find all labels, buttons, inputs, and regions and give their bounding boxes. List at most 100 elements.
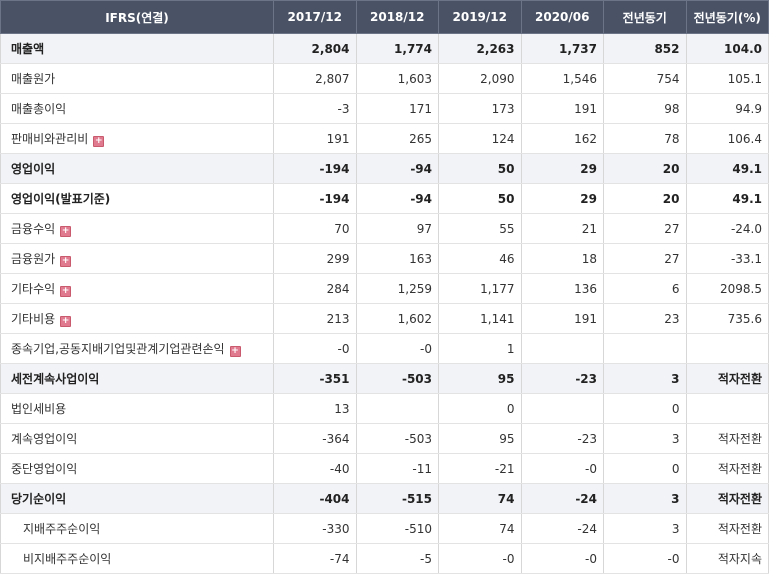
value-cell: 70 [273,213,357,244]
value-cell: 13 [273,393,357,424]
value-cell: 74 [438,483,522,514]
value-cell: 적자지속 [686,543,769,574]
value-cell: -0 [521,453,604,484]
value-cell: 299 [273,243,357,274]
value-cell: 55 [438,213,522,244]
value-cell: 213 [273,303,357,334]
table-row: 중단영업이익 -40 -11 -21 -0 0 적자전환 [0,453,769,484]
plus-icon[interactable]: + [60,316,72,327]
value-cell: -0 [438,543,522,574]
row-label-cell: 영업이익 [0,153,274,184]
value-cell: -24 [521,513,604,544]
value-cell: 21 [521,213,604,244]
column-header-yoy-pct[interactable]: 전년동기(%) [685,0,769,34]
row-label-cell: 비지배주주순이익 [0,543,274,574]
row-label: 매출총이익 [11,102,67,116]
value-cell: -23 [521,423,604,454]
value-cell: 265 [356,123,439,154]
value-cell [521,393,604,424]
value-cell: 98 [603,93,687,124]
plus-icon[interactable]: + [93,136,105,147]
column-header-2020[interactable]: 2020/06 [520,0,604,34]
plus-icon[interactable]: + [60,286,72,297]
value-cell: 3 [603,363,687,394]
value-cell: 29 [521,153,604,184]
value-cell: 78 [603,123,687,154]
row-label-cell: 매출원가 [0,63,274,94]
value-cell: 49.1 [686,153,769,184]
value-cell: -24.0 [686,213,769,244]
value-cell: 754 [603,63,687,94]
column-header-yoy[interactable]: 전년동기 [603,0,687,34]
row-label: 영업이익(발표기준) [11,192,111,206]
value-cell [686,393,769,424]
value-cell: 27 [603,243,687,274]
value-cell: 1,259 [356,273,439,304]
value-cell: -94 [356,153,439,184]
row-label-cell: 계속영업이익 [0,423,274,454]
row-label-cell: 매출총이익 [0,93,274,124]
value-cell: -0 [356,333,439,364]
column-header-2017[interactable]: 2017/12 [273,0,357,34]
value-cell: 95 [438,363,522,394]
value-cell: 1 [438,333,522,364]
value-cell: 94.9 [686,93,769,124]
value-cell: 191 [273,123,357,154]
plus-icon[interactable]: + [60,226,72,237]
value-cell: 적자전환 [686,513,769,544]
value-cell: 95 [438,423,522,454]
column-header-2019[interactable]: 2019/12 [438,0,522,34]
table-row: 당기순이익 -404 -515 74 -24 3 적자전환 [0,483,769,514]
plus-icon[interactable]: + [229,346,241,357]
row-label: 금융수익 [11,222,56,236]
value-cell: 104.0 [686,33,769,64]
table-body: 매출액 2,804 1,774 2,263 1,737 852 104.0 매출원가 2,807… [0,33,769,574]
value-cell: -40 [273,453,357,484]
row-label: 매출원가 [11,72,56,86]
table-row: 판매비와관리비 +191 265 124 162 78 106.4 [0,123,769,154]
value-cell: 2098.5 [686,273,769,304]
table-row: 기타수익 +284 1,259 1,177 136 6 2098.5 [0,273,769,304]
row-label: 기타수익 [11,282,56,296]
plus-icon[interactable]: + [60,256,72,267]
value-cell: 2,807 [273,63,357,94]
value-cell: -5 [356,543,439,574]
column-header-account[interactable]: IFRS(연결) [0,0,274,34]
value-cell: -21 [438,453,522,484]
value-cell: 18 [521,243,604,274]
value-cell: 124 [438,123,522,154]
value-cell: 29 [521,183,604,214]
table-row: 세전계속사업이익 -351 -503 95 -23 3 적자전환 [0,363,769,394]
value-cell: 1,737 [521,33,604,64]
value-cell: 1,602 [356,303,439,334]
value-cell: 49.1 [686,183,769,214]
row-label-cell: 당기순이익 [0,483,274,514]
column-header-2018[interactable]: 2018/12 [355,0,439,34]
value-cell: 3 [603,423,687,454]
value-cell: 74 [438,513,522,544]
value-cell: 23 [603,303,687,334]
row-label: 당기순이익 [11,492,67,506]
value-cell: 1,546 [521,63,604,94]
value-cell: 852 [603,33,687,64]
value-cell: 162 [521,123,604,154]
value-cell: 적자전환 [686,423,769,454]
value-cell [521,333,604,364]
value-cell: 136 [521,273,604,304]
value-cell: 적자전환 [686,453,769,484]
row-label: 금융원가 [11,252,56,266]
value-cell: 284 [273,273,357,304]
value-cell: -33.1 [686,243,769,274]
value-cell: 173 [438,93,522,124]
value-cell: -0 [521,543,604,574]
value-cell [356,393,439,424]
value-cell: -74 [273,543,357,574]
table-row: 법인세비용 13 0 0 [0,393,769,424]
row-label: 종속기업,공동지배기업및관계기업관련손익 [11,342,225,356]
table-row: 계속영업이익 -364 -503 95 -23 3 적자전환 [0,423,769,454]
row-label: 세전계속사업이익 [11,372,100,386]
value-cell: -194 [273,153,357,184]
value-cell: -515 [356,483,439,514]
value-cell: 1,177 [438,273,522,304]
